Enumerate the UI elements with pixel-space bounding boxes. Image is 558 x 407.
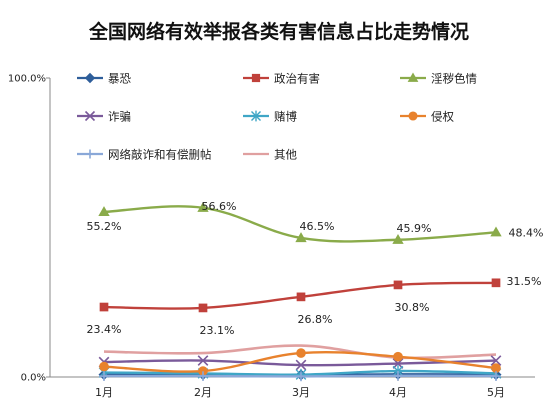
- data-point: [490, 226, 502, 237]
- data-point: [491, 371, 501, 381]
- legend-item: 暴恐: [77, 72, 131, 86]
- legend-item: 赌博: [243, 110, 297, 124]
- data-label: 26.8%: [298, 313, 333, 326]
- data-point: [99, 371, 109, 381]
- legend-marker: [84, 110, 96, 122]
- plot-area: [98, 201, 502, 382]
- legend-marker: [85, 149, 95, 159]
- legend-item: 诈骗: [77, 110, 131, 124]
- data-label: 30.8%: [395, 301, 430, 314]
- data-label: 23.4%: [87, 323, 122, 336]
- data-point: [393, 351, 403, 362]
- legend-marker: [251, 110, 261, 122]
- legend-label: 侵权: [431, 110, 454, 124]
- legend-label: 网络敲诈和有偿删帖: [108, 148, 212, 162]
- data-point: [296, 292, 306, 302]
- x-tick-label: 2月: [194, 386, 212, 399]
- series-line: [103, 344, 497, 360]
- data-point: [296, 371, 306, 382]
- legend-item: 政治有害: [243, 72, 320, 86]
- data-point: [393, 280, 403, 290]
- legend-label: 暴恐: [108, 72, 131, 86]
- y-tick-label: 0.0%: [21, 373, 46, 384]
- series-7: [99, 371, 501, 382]
- data-label: 46.5%: [300, 220, 335, 233]
- legend-item: 其他: [243, 148, 297, 162]
- data-label: 31.5%: [507, 275, 542, 288]
- data-label: 55.2%: [87, 220, 122, 233]
- series-6: [99, 348, 501, 376]
- data-label: 23.1%: [200, 324, 235, 337]
- data-point: [198, 303, 208, 313]
- data-point: [491, 363, 501, 373]
- x-tick-label: 4月: [389, 386, 407, 399]
- data-point: [295, 359, 307, 371]
- legend-label: 淫秽色情: [431, 72, 477, 86]
- data-labels: 23.4% 23.1% 26.8% 30.8% 31.5% 55.2% 56.6% 46.5%…: [87, 200, 544, 337]
- x-tick-label: 3月: [292, 386, 310, 399]
- data-point: [490, 355, 502, 366]
- data-point: [197, 355, 209, 366]
- series-8: [103, 344, 497, 360]
- legend-item: 网络敲诈和有偿删帖: [77, 148, 212, 162]
- data-label: 45.9%: [397, 222, 432, 235]
- legend-item: 淫秽色情: [400, 72, 477, 86]
- data-point: [491, 278, 501, 288]
- legend-label: 政治有害: [274, 72, 320, 86]
- x-tick-label: 1月: [95, 386, 113, 399]
- legend-marker: [84, 72, 96, 84]
- y-tick-label: 100.0%: [8, 74, 46, 85]
- legend-label: 赌博: [274, 110, 297, 124]
- x-tick-label: 5月: [487, 386, 505, 399]
- data-point: [99, 361, 109, 372]
- legend-marker: [407, 72, 419, 82]
- legend-label: 诈骗: [108, 110, 131, 124]
- data-point: [197, 201, 209, 212]
- data-point: [393, 371, 403, 381]
- chart-title: 全国网络有效举报各类有害信息占比走势情况: [88, 20, 469, 43]
- data-point: [98, 206, 110, 217]
- data-point: [392, 358, 404, 369]
- legend-label: 其他: [274, 148, 297, 162]
- data-label: 56.6%: [202, 200, 237, 213]
- legend-marker: [251, 73, 261, 83]
- data-point: [296, 348, 306, 358]
- data-point: [392, 233, 404, 244]
- data-point: [295, 232, 307, 243]
- data-label: 48.4%: [509, 226, 544, 239]
- legend-marker: [408, 111, 418, 121]
- series-2: [99, 278, 501, 313]
- data-point: [198, 371, 208, 381]
- series-3: [98, 201, 502, 244]
- legend-item: 侵权: [400, 110, 454, 124]
- data-point: [99, 302, 109, 312]
